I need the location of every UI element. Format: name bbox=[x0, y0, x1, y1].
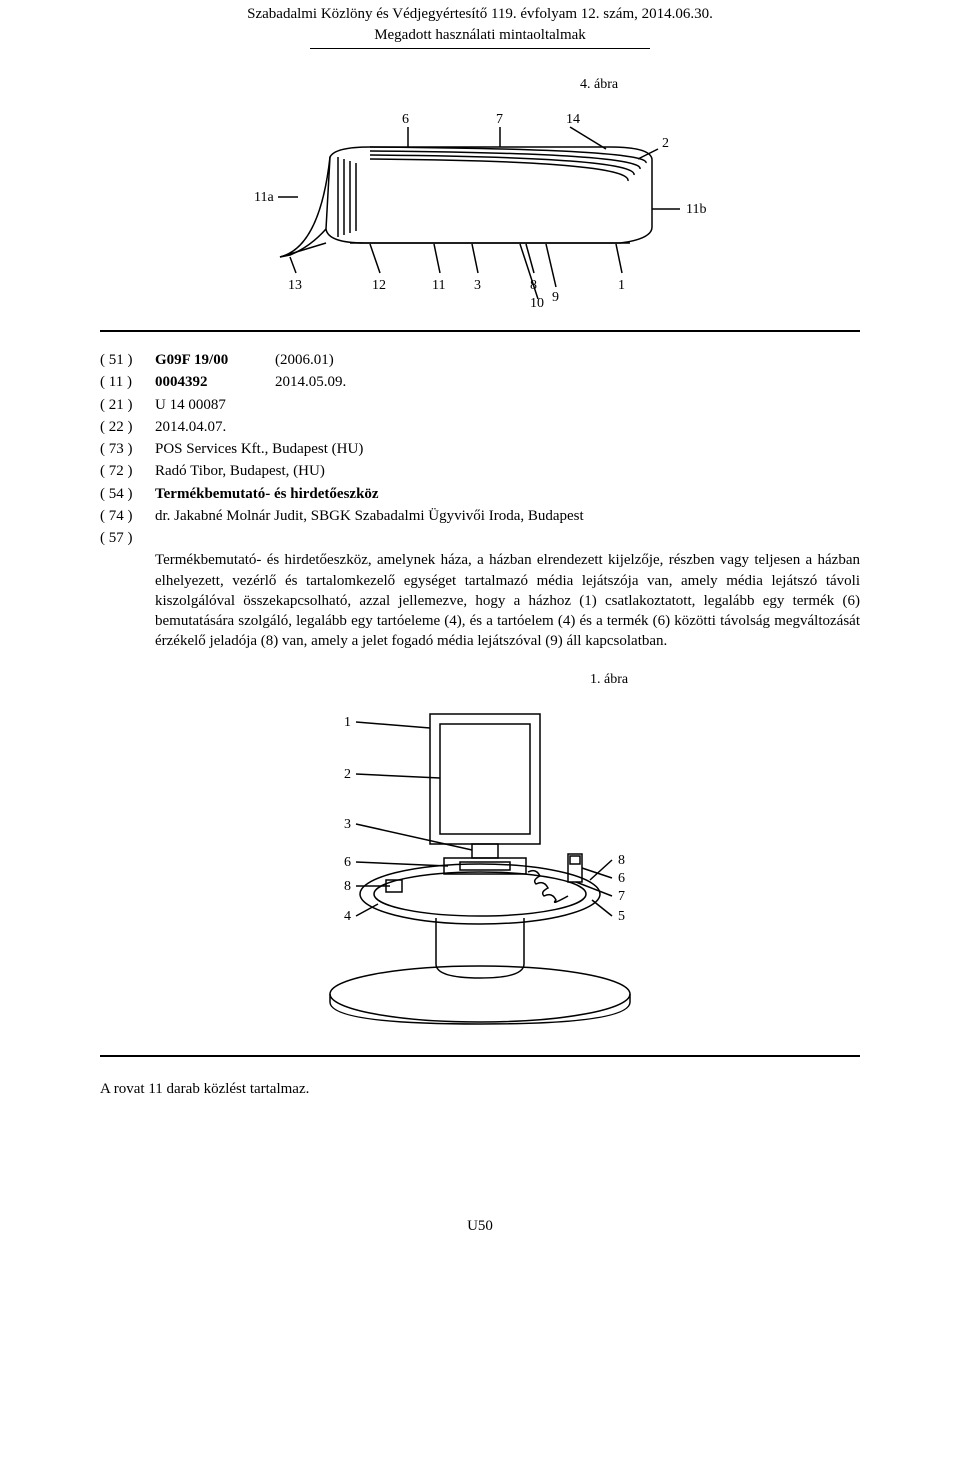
value-21: U 14 00087 bbox=[155, 395, 860, 415]
page-number: U50 bbox=[100, 1218, 860, 1235]
figure-2-label: 1. ábra bbox=[100, 672, 860, 688]
value-11b: 2014.05.09. bbox=[275, 372, 860, 392]
f2-callout-6l: 6 bbox=[344, 855, 351, 870]
value-73: POS Services Kft., Budapest (HU) bbox=[155, 439, 860, 459]
value-54: Termékbemutató- és hirdetőeszköz bbox=[155, 484, 860, 504]
value-72: Radó Tibor, Budapest, (HU) bbox=[155, 461, 860, 481]
callout-12: 12 bbox=[372, 278, 386, 293]
callout-11a: 11a bbox=[254, 190, 274, 205]
footer-note: A rovat 11 darab közlést tartalmaz. bbox=[100, 1081, 860, 1098]
code-57: ( 57 ) bbox=[100, 528, 155, 548]
code-54: ( 54 ) bbox=[100, 484, 155, 504]
code-72: ( 72 ) bbox=[100, 461, 155, 481]
f2-callout-8r: 8 bbox=[618, 853, 625, 868]
callout-8: 8 bbox=[530, 278, 537, 293]
page: Szabadalmi Közlöny és Védjegyértesítő 11… bbox=[0, 0, 960, 1275]
figure-1-label: 4. ábra bbox=[100, 77, 860, 93]
value-51b: (2006.01) bbox=[275, 350, 860, 370]
code-73: ( 73 ) bbox=[100, 439, 155, 459]
callout-2: 2 bbox=[662, 136, 669, 151]
abstract-text: Termékbemutató- és hirdetőeszköz, amelyn… bbox=[155, 550, 860, 651]
code-51: ( 51 ) bbox=[100, 350, 155, 370]
value-22: 2014.04.07. bbox=[155, 417, 860, 437]
f2-callout-8l: 8 bbox=[344, 879, 351, 894]
value-11a: 0004392 bbox=[155, 372, 275, 392]
header-rule bbox=[310, 48, 650, 49]
figure-1: 6 7 14 2 11a 11b 13 12 11 3 8 9 10 1 bbox=[100, 97, 860, 312]
f2-callout-7: 7 bbox=[618, 889, 625, 904]
f2-callout-4: 4 bbox=[344, 909, 351, 924]
f2-callout-2: 2 bbox=[344, 767, 351, 782]
callout-7: 7 bbox=[496, 112, 503, 127]
callout-1: 1 bbox=[618, 278, 625, 293]
figure-1-svg: 6 7 14 2 11a 11b 13 12 11 3 8 9 10 1 bbox=[220, 97, 740, 307]
callout-11: 11 bbox=[432, 278, 445, 293]
value-74: dr. Jakabné Molnár Judit, SBGK Szabadalm… bbox=[155, 506, 860, 526]
code-21: ( 21 ) bbox=[100, 395, 155, 415]
callout-6: 6 bbox=[402, 112, 409, 127]
f2-callout-3: 3 bbox=[344, 817, 351, 832]
code-11: ( 11 ) bbox=[100, 372, 155, 392]
callout-11b: 11b bbox=[686, 202, 706, 217]
callout-14: 14 bbox=[566, 112, 580, 127]
divider-2 bbox=[100, 1055, 860, 1057]
header-line-1: Szabadalmi Közlöny és Védjegyértesítő 11… bbox=[100, 4, 860, 25]
f2-callout-1: 1 bbox=[344, 715, 351, 730]
divider-1 bbox=[100, 330, 860, 332]
f2-callout-5: 5 bbox=[618, 909, 625, 924]
callout-9: 9 bbox=[552, 290, 559, 305]
header-line-2: Megadott használati mintaoltalmak bbox=[100, 25, 860, 46]
patent-record: ( 51 ) G09F 19/00 (2006.01) ( 11 ) 00043… bbox=[100, 350, 860, 652]
f2-callout-6r: 6 bbox=[618, 871, 625, 886]
value-51a: G09F 19/00 bbox=[155, 350, 275, 370]
code-74: ( 74 ) bbox=[100, 506, 155, 526]
figure-2-block: 1. ábra bbox=[100, 672, 860, 1039]
callout-10: 10 bbox=[530, 296, 544, 307]
callout-3: 3 bbox=[474, 278, 481, 293]
figure-2: 1 2 3 6 8 4 8 6 7 5 bbox=[100, 694, 860, 1039]
callout-13: 13 bbox=[288, 278, 302, 293]
page-header: Szabadalmi Közlöny és Védjegyértesítő 11… bbox=[100, 0, 860, 49]
figure-2-svg: 1 2 3 6 8 4 8 6 7 5 bbox=[260, 694, 700, 1034]
code-22: ( 22 ) bbox=[100, 417, 155, 437]
